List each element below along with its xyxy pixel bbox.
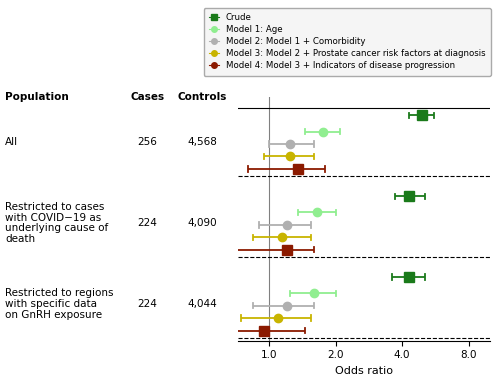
Text: with COVID−19 as: with COVID−19 as [5, 212, 101, 223]
Text: 224: 224 [138, 218, 158, 228]
Text: 256: 256 [138, 137, 158, 147]
Text: 4,568: 4,568 [188, 137, 218, 147]
Text: 4,044: 4,044 [188, 299, 218, 309]
Text: Controls: Controls [178, 92, 227, 102]
Legend: Crude, Model 1: Age, Model 2: Model 1 + Comorbidity, Model 3: Model 2 + Prostate: Crude, Model 1: Age, Model 2: Model 1 + … [204, 8, 491, 75]
Text: Restricted to cases: Restricted to cases [5, 202, 104, 212]
Text: Cases: Cases [130, 92, 164, 102]
X-axis label: Odds ratio: Odds ratio [335, 366, 393, 376]
Text: Restricted to regions: Restricted to regions [5, 288, 114, 298]
Text: on GnRH exposure: on GnRH exposure [5, 310, 102, 320]
Text: underlying cause of: underlying cause of [5, 223, 108, 233]
Text: Population: Population [5, 92, 69, 102]
Text: 4,090: 4,090 [188, 218, 218, 228]
Text: with specific data: with specific data [5, 299, 97, 309]
Text: death: death [5, 234, 35, 244]
Text: 224: 224 [138, 299, 158, 309]
Text: All: All [5, 137, 18, 147]
